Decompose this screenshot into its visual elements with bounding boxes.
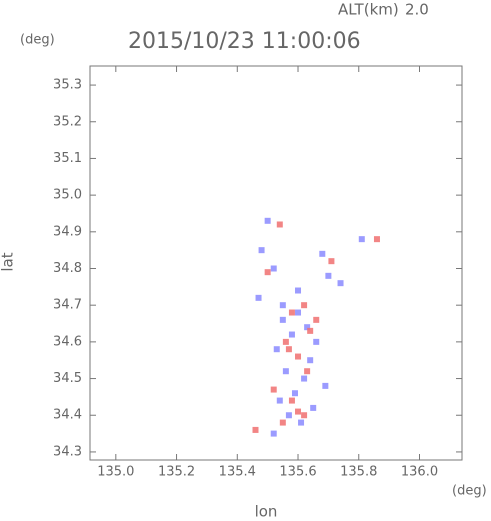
data-point xyxy=(270,386,277,393)
data-point xyxy=(301,375,308,382)
data-point xyxy=(337,280,344,287)
data-point xyxy=(307,327,314,334)
data-point xyxy=(325,272,332,279)
altitude-label: ALT(km) xyxy=(338,1,399,19)
data-point xyxy=(264,269,271,276)
y-tick-label: 34.7 xyxy=(53,298,82,313)
y-unit: (deg) xyxy=(20,33,55,48)
data-point xyxy=(373,236,380,243)
data-point xyxy=(285,346,292,353)
y-tick-label: 35.2 xyxy=(53,114,82,129)
data-point xyxy=(313,338,320,345)
data-point xyxy=(288,309,295,316)
data-point xyxy=(279,316,286,323)
y-tick-label: 34.6 xyxy=(53,334,82,349)
data-point xyxy=(285,412,292,419)
data-point xyxy=(282,368,289,375)
data-point xyxy=(291,390,298,397)
data-point xyxy=(358,236,365,243)
x-tick-label: 135.2 xyxy=(158,465,195,480)
data-point xyxy=(304,324,311,331)
altitude-value: 2.0 xyxy=(405,1,429,19)
data-point xyxy=(310,404,317,411)
data-point xyxy=(319,250,326,257)
plot-frame xyxy=(89,65,463,461)
data-point xyxy=(270,430,277,437)
x-tick-label: 136.0 xyxy=(401,465,438,480)
data-point xyxy=(264,217,271,224)
data-point xyxy=(252,426,259,433)
data-point xyxy=(276,397,283,404)
y-tick-label: 34.5 xyxy=(53,371,82,386)
y-tick-label: 35.1 xyxy=(53,151,82,166)
data-point xyxy=(279,302,286,309)
data-point xyxy=(288,397,295,404)
x-axis-label: lon xyxy=(255,503,278,521)
data-point xyxy=(295,309,302,316)
data-point xyxy=(298,419,305,426)
y-tick-label: 35.0 xyxy=(53,188,82,203)
y-axis-label: lat xyxy=(0,252,17,271)
x-tick-label: 135.8 xyxy=(340,465,377,480)
y-tick-label: 34.4 xyxy=(53,408,82,423)
chart-title: 2015/10/23 11:00:06 xyxy=(128,29,361,54)
data-point xyxy=(279,419,286,426)
data-point xyxy=(288,331,295,338)
data-point xyxy=(328,258,335,265)
data-point xyxy=(282,338,289,345)
x-tick-label: 135.6 xyxy=(279,465,316,480)
data-point xyxy=(301,412,308,419)
x-tick-label: 135.4 xyxy=(219,465,256,480)
y-tick-label: 34.8 xyxy=(53,261,82,276)
data-point xyxy=(276,221,283,228)
data-point xyxy=(295,287,302,294)
y-tick-label: 34.9 xyxy=(53,224,82,239)
data-point xyxy=(301,302,308,309)
data-point xyxy=(304,368,311,375)
data-point xyxy=(295,353,302,360)
y-tick-label: 35.3 xyxy=(53,78,82,93)
data-point xyxy=(255,294,262,301)
x-tick-label: 135.0 xyxy=(97,465,134,480)
x-unit: (deg) xyxy=(452,484,487,499)
data-point xyxy=(313,316,320,323)
data-point xyxy=(258,247,265,254)
data-point xyxy=(273,346,280,353)
data-point xyxy=(295,408,302,415)
data-point xyxy=(270,265,277,272)
data-point xyxy=(307,357,314,364)
data-point xyxy=(322,382,329,389)
y-tick-label: 34.3 xyxy=(53,444,82,459)
